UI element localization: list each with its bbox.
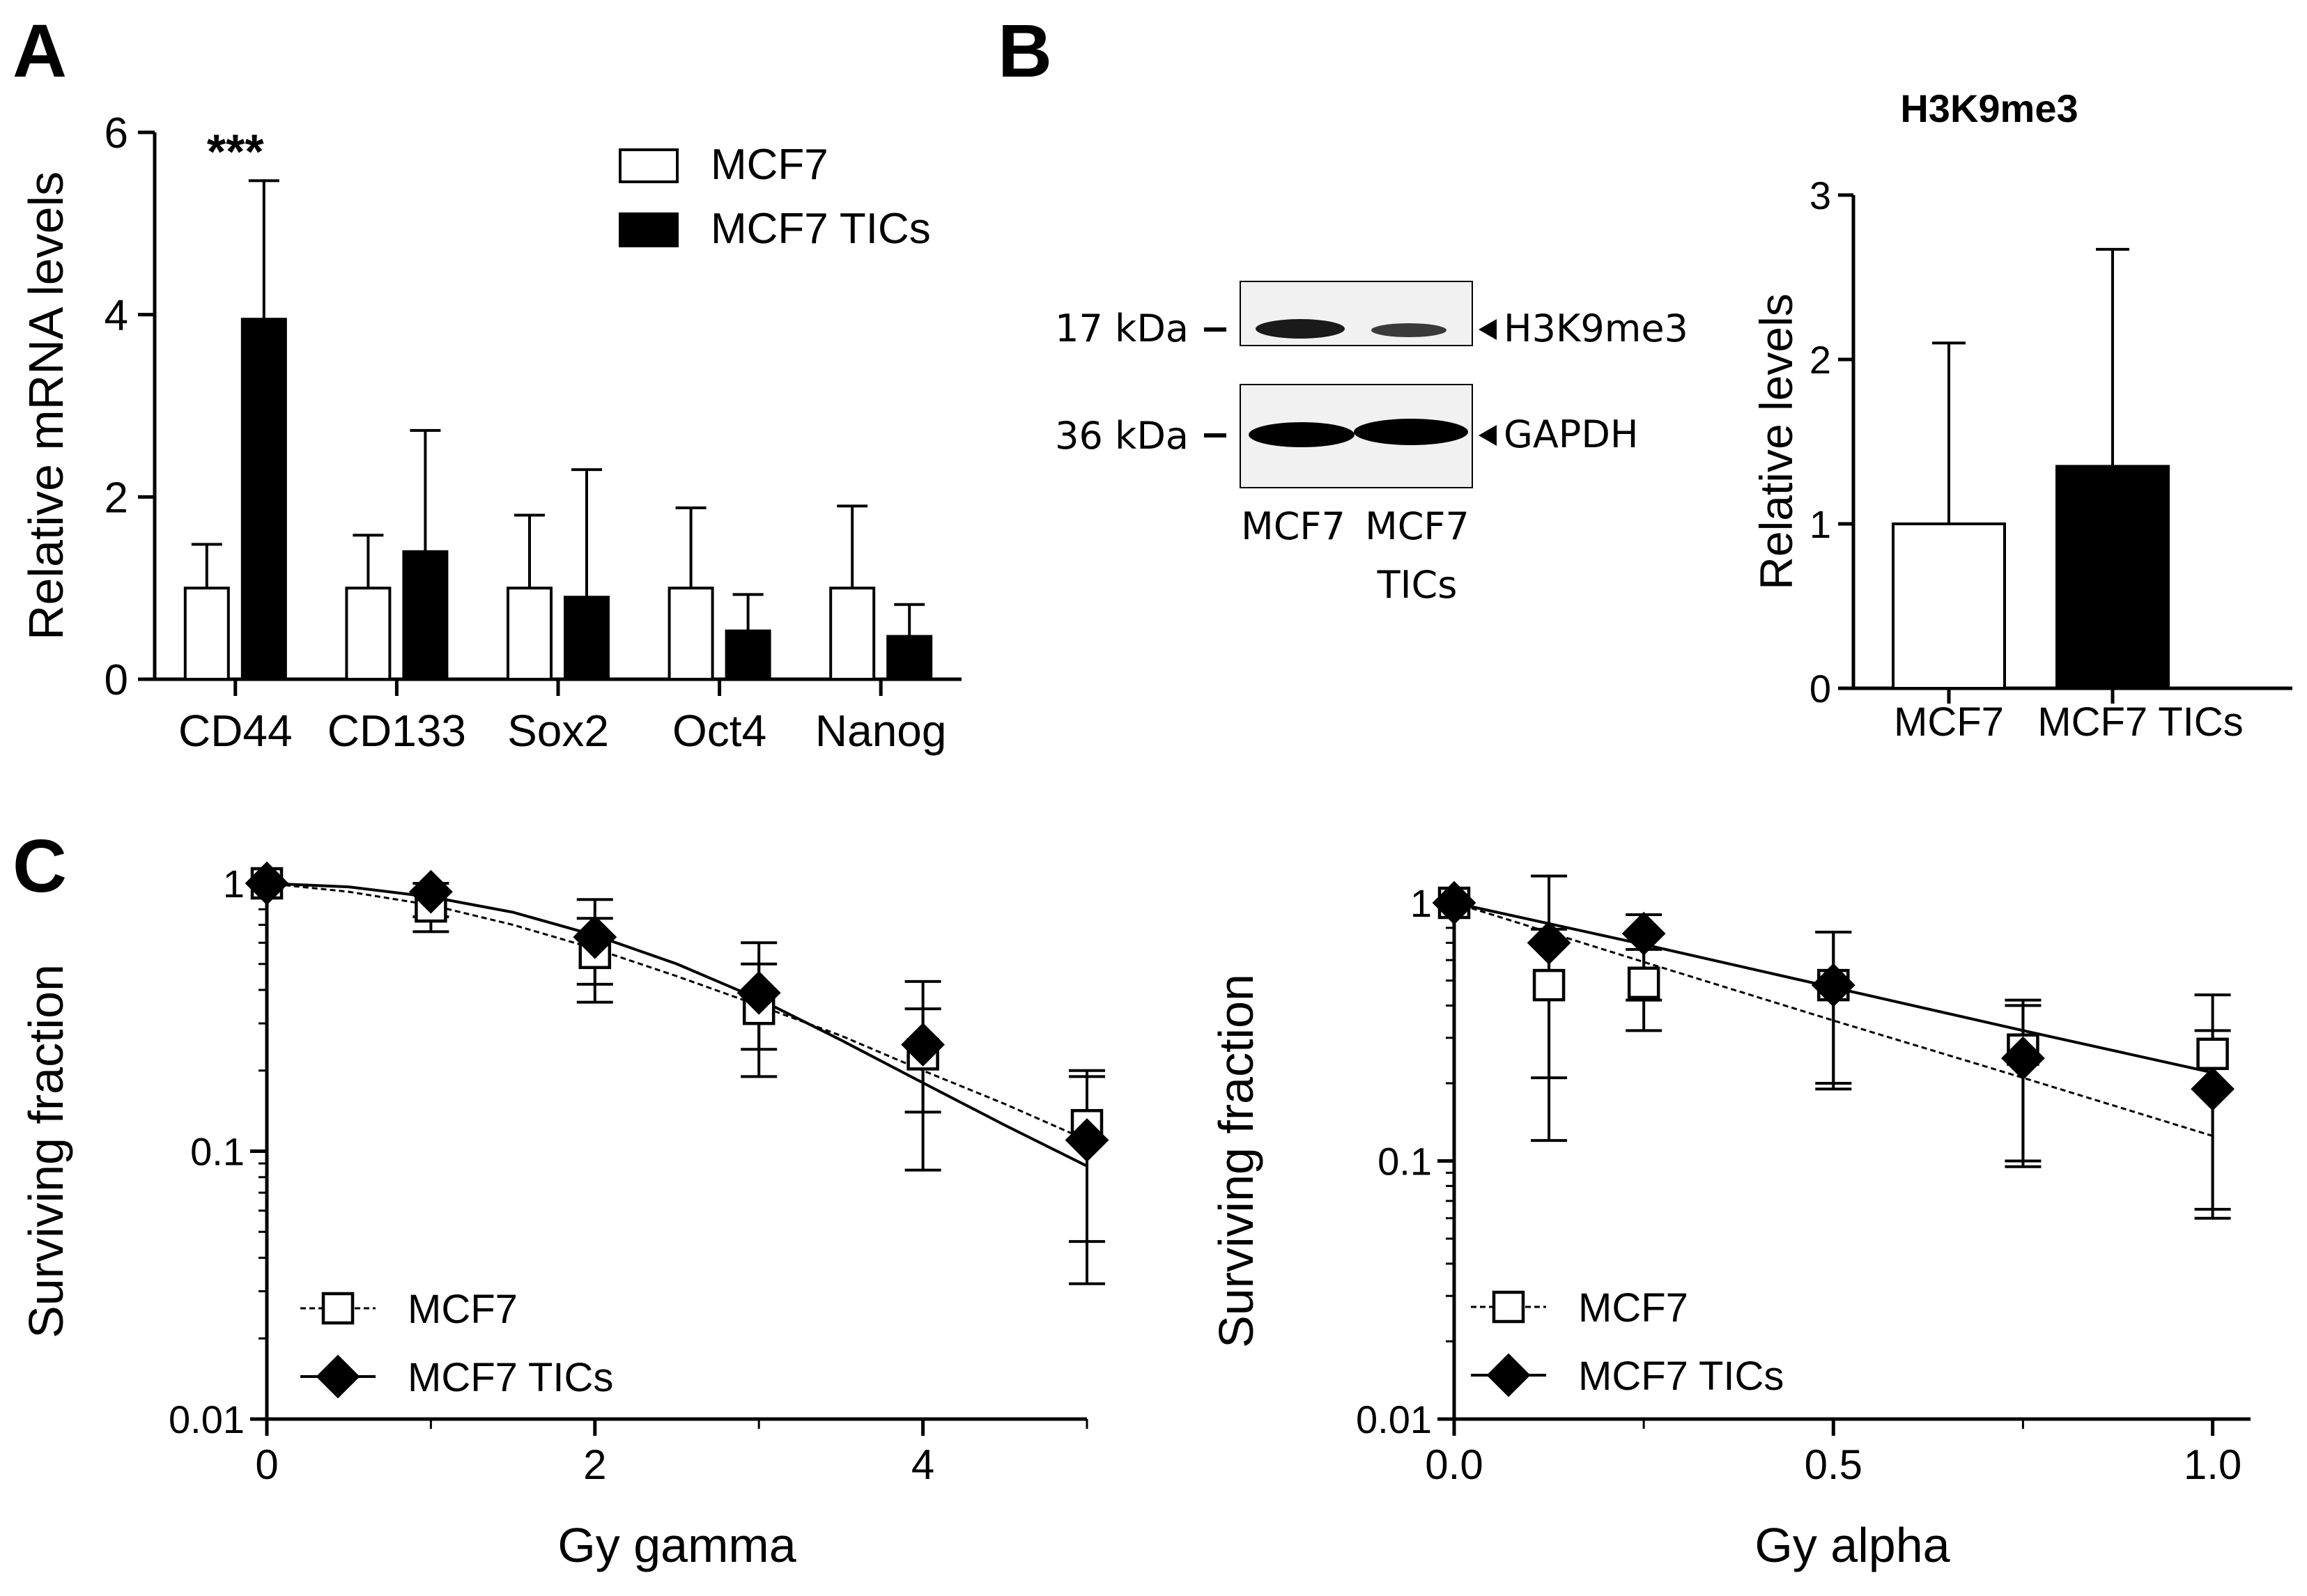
data-point-mcf7-tics [2191, 1067, 2235, 1111]
y-axis-title: Surviving fraction [1209, 974, 1263, 1348]
x-axis-title: Gy gamma [557, 1518, 796, 1572]
legend-marker [1486, 1353, 1531, 1397]
data-point-mcf7-tics [1065, 1118, 1109, 1162]
bar-mcf7-tics [402, 550, 449, 681]
data-point-mcf7 [1627, 966, 1660, 1000]
x-tick-label: 0 [255, 1441, 278, 1488]
legend-label: MCF7 TICs [1578, 1354, 1784, 1399]
fit-curve-mcf7-tics [266, 882, 1088, 1168]
x-tick-label: 1.0 [2184, 1441, 2242, 1488]
data-point-mcf7-tics [1621, 911, 1666, 956]
panel-b-bar-chart: H3K9me3 0 1 2 3 Relative levels MCF7 MCF7 TICs [1750, 86, 2292, 745]
data-point-mcf7-tics [1811, 963, 1855, 1007]
data-point-mcf7-tics [736, 970, 781, 1015]
legend-label: MCF7 [1578, 1285, 1688, 1331]
legend-marker [321, 1292, 355, 1325]
bar-mcf7 [345, 587, 392, 681]
data-point-mcf7 [2196, 1037, 2229, 1071]
band-h3k9me3-lane1 [1256, 319, 1345, 339]
y-tick-label: 0.01 [169, 1397, 245, 1441]
legend-label: MCF7 TICs [408, 1355, 613, 1400]
panel-c-alpha-survival-chart: 0.01 0.1 1 0.0 0.5 1.0 Gy alpha Surviving fract… [1209, 874, 2251, 1572]
bar-mcf7 [668, 587, 714, 681]
y-tick-label: 0.1 [1378, 1140, 1432, 1184]
data-point-mcf7-tics [1432, 881, 1476, 925]
bar-mcf7 [1892, 522, 2006, 690]
marker-17kda: 17 kDa [1055, 307, 1189, 350]
category-label: CD44 [178, 706, 293, 756]
y-tick-label: 0.1 [190, 1130, 245, 1174]
lane-label: TICs [1377, 563, 1458, 607]
significance-marker: *** [207, 124, 264, 178]
western-blot: 17 kDa 36 kDa H3K9me3 GAPDH MCF7 MCF7 TI… [1055, 281, 1688, 607]
band-gapdh-lane2 [1354, 419, 1468, 445]
fit-curve-mcf7 [266, 882, 1088, 1141]
arrow-left-icon [1479, 319, 1497, 340]
x-tick-label: 4 [911, 1441, 934, 1488]
y-axis-title: Surviving fraction [19, 964, 73, 1338]
category-label: MCF7 TICs [2037, 699, 2243, 745]
legend-marker [1492, 1290, 1525, 1324]
legend-label: MCF7 [408, 1287, 518, 1332]
lane-label: MCF7 [1365, 504, 1469, 548]
y-tick-label: 0.01 [1356, 1397, 1432, 1441]
panel-label-c: C [13, 823, 67, 908]
y-tick-label: 6 [105, 109, 128, 157]
category-label: Nanog [815, 706, 947, 756]
panel-c-gamma-survival-chart: 0.01 0.1 1 0 2 4 Gy gamma Surviving fraction MCF… [19, 861, 1109, 1572]
data-point-mcf7-tics [901, 1023, 946, 1067]
y-tick-label: 1 [223, 862, 245, 906]
y-tick-label: 4 [105, 292, 128, 340]
marker-36kda: 36 kDa [1055, 414, 1189, 458]
y-tick-label: 3 [1810, 173, 1831, 217]
y-tick-label: 2 [105, 474, 128, 522]
legend-marker [316, 1354, 360, 1399]
data-point-mcf7-tics [408, 869, 453, 914]
legend-label: MCF7 TICs [711, 205, 931, 253]
x-tick-label: 0.5 [1805, 1441, 1862, 1488]
bar-mcf7-tics [240, 318, 287, 681]
bar-mcf7-tics [2055, 465, 2170, 690]
blot-target-h3k9me3: H3K9me3 [1504, 307, 1688, 350]
fit-curve-mcf7 [1453, 901, 2214, 1138]
bar-mcf7-tics [725, 629, 771, 681]
bar-mcf7 [829, 587, 876, 681]
panel-label-a: A [13, 8, 67, 93]
data-point-mcf7-tics [1527, 920, 1571, 965]
legend-label: MCF7 [711, 141, 828, 189]
bar-mcf7 [183, 587, 230, 681]
y-tick-label: 2 [1810, 338, 1831, 382]
category-label: Sox2 [507, 706, 609, 756]
blot-target-gapdh: GAPDH [1504, 412, 1639, 456]
data-point-mcf7 [1532, 968, 1566, 1002]
panel-label-b: B [998, 8, 1052, 93]
x-tick-label: 0.0 [1425, 1441, 1483, 1488]
y-tick-label: 0 [1810, 667, 1831, 711]
bar-mcf7-tics [564, 596, 610, 681]
data-point-mcf7-tics [245, 861, 289, 906]
data-point-mcf7-tics [2001, 1036, 2045, 1080]
y-tick-label: 0 [105, 656, 128, 704]
legend-swatch [619, 212, 679, 247]
x-tick-label: 2 [583, 1441, 606, 1488]
band-gapdh-lane1 [1249, 422, 1355, 447]
y-tick-label: 1 [1810, 502, 1831, 546]
arrow-left-icon [1479, 425, 1497, 446]
legend-swatch [619, 148, 679, 183]
x-axis-title: Gy alpha [1754, 1518, 1950, 1572]
panel-a-bar-chart: 0 2 4 6 Relative mRNA levels CD44 CD133 Sox2 Oct… [19, 109, 962, 756]
data-point-mcf7-tics [573, 915, 617, 959]
y-axis-title: Relative mRNA levels [19, 171, 73, 640]
chart-title: H3K9me3 [1900, 86, 2078, 130]
band-h3k9me3-lane2 [1371, 323, 1446, 337]
category-label: CD133 [327, 706, 466, 756]
category-label: Oct4 [672, 706, 766, 756]
bar-mcf7 [507, 587, 553, 681]
y-axis-title: Relative levels [1750, 293, 1802, 590]
y-tick-label: 1 [1410, 881, 1432, 925]
lane-label: MCF7 [1241, 504, 1345, 548]
bar-mcf7-tics [886, 635, 933, 681]
category-label: MCF7 [1894, 699, 2004, 745]
